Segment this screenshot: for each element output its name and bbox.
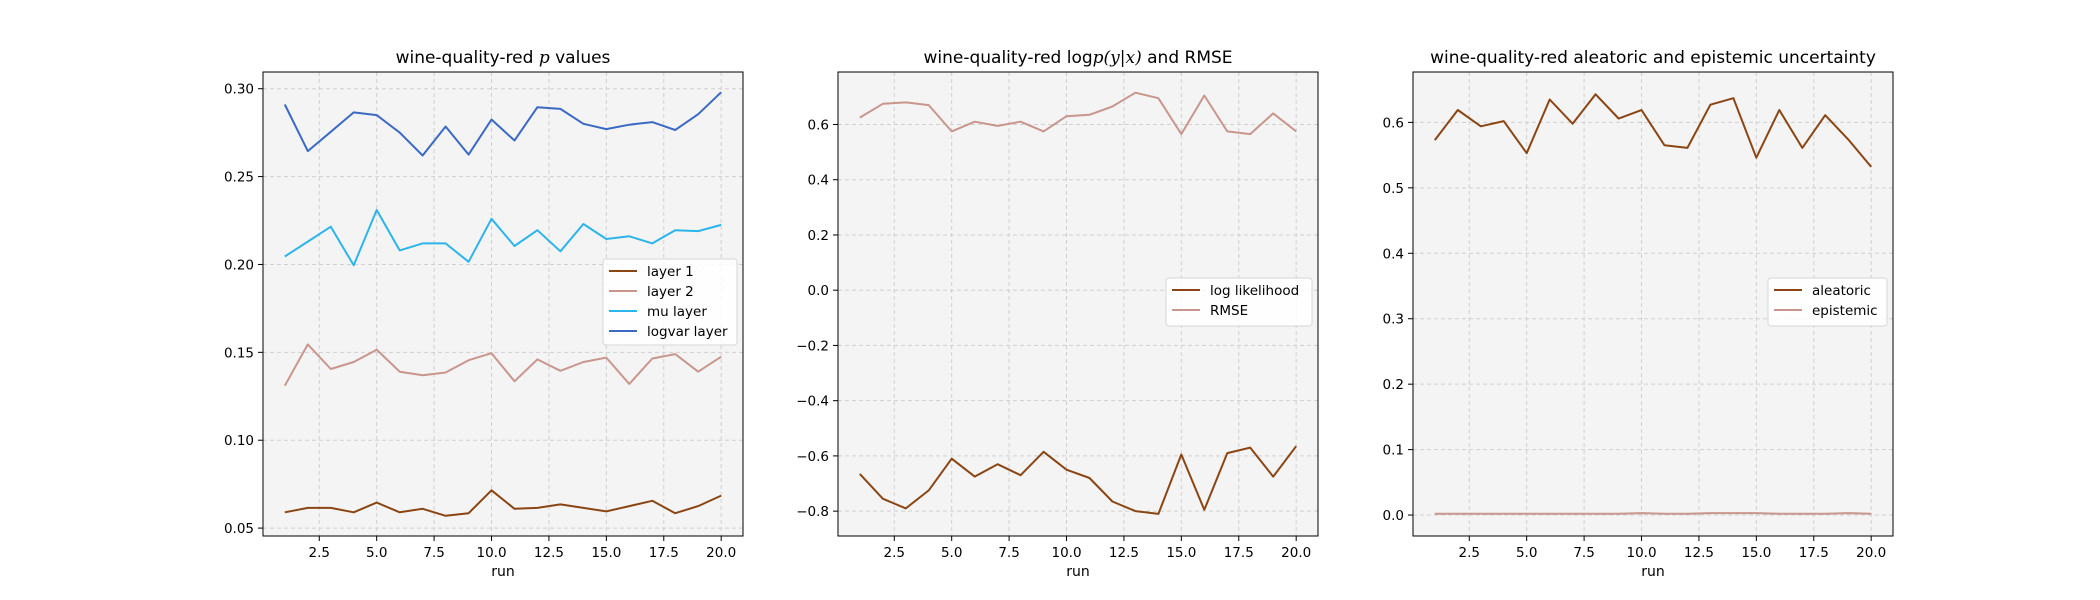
- grid: [1413, 72, 1893, 536]
- legend-box: [602, 258, 738, 346]
- y-tick-label: 0.25: [224, 170, 254, 186]
- chart-panel-3: 2.5 5.0 7.5 10.0 12.5 15.0 17.5 20.0 0.0 0.1 0.2 0.…: [1383, 48, 1894, 580]
- legend: log likelihood RMSE: [1165, 277, 1313, 327]
- x-tick-label: 10.0: [476, 545, 506, 561]
- y-tick-label: −0.4: [796, 394, 829, 410]
- x-tick-label: 5.0: [941, 545, 962, 561]
- x-tick-label: 15.0: [1741, 545, 1771, 561]
- y-tick-label: 0.4: [808, 173, 829, 189]
- legend-label-aleatoric: aleatoric: [1812, 283, 1871, 299]
- chart-title: wine-quality-red aleatoric and epistemic…: [1430, 48, 1876, 68]
- x-tick-label: 2.5: [309, 545, 330, 561]
- series-line-logvar-layer: [283, 91, 722, 157]
- series-line-rmse: [859, 91, 1297, 136]
- plot-frame: [1412, 71, 1894, 537]
- x-tick-label: 10.0: [1051, 545, 1081, 561]
- series-line-layer-1: [284, 489, 722, 517]
- x-axis-label: run: [1641, 564, 1665, 580]
- chart-title-math: p: [539, 48, 550, 68]
- series-line-mu-layer: [284, 209, 722, 267]
- y-tick-label: 0.10: [224, 433, 254, 449]
- y-tick-label: 0.0: [808, 283, 829, 299]
- chart-panel-1: 2.5 5.0 7.5 10.0 12.5 15.0 17.5 20.0 0.05 0.10 0.1…: [224, 48, 744, 580]
- x-tick-label: 5.0: [1516, 545, 1537, 561]
- x-tick-label: 12.5: [1684, 545, 1714, 561]
- y-tick-label: 0.30: [224, 82, 254, 98]
- chart-panel-2: 2.5 5.0 7.5 10.0 12.5 15.0 17.5 20.0 −0.8 −0.6 −0.…: [796, 48, 1319, 580]
- y-tick-label: 0.5: [1383, 181, 1404, 197]
- chart-title-prefix: wine-quality-red: [396, 48, 539, 68]
- plot-frame: [262, 71, 744, 537]
- y-tick-label: 0.2: [1383, 377, 1404, 393]
- legend-label-rmse: RMSE: [1210, 303, 1248, 319]
- y-tick-label: 0.1: [1383, 443, 1404, 459]
- x-tick-label: 12.5: [1109, 545, 1139, 561]
- x-tick-label: 2.5: [884, 545, 905, 561]
- x-tick-label: 12.5: [534, 545, 564, 561]
- x-tick-label: 15.0: [591, 545, 621, 561]
- y-tick-label: 0.15: [224, 345, 254, 361]
- grid: [838, 72, 1318, 536]
- x-tick-label: 7.5: [1573, 545, 1594, 561]
- y-tick-label: 0.05: [224, 521, 254, 537]
- x-tick-label: 7.5: [423, 545, 444, 561]
- x-axis-label: run: [1066, 564, 1090, 580]
- y-tick-label: −0.8: [796, 504, 829, 520]
- y-tick-label: −0.6: [796, 449, 829, 465]
- chart-title: wine-quality-red p values: [396, 48, 611, 68]
- chart-title-prefix: wine-quality-red log: [923, 48, 1092, 68]
- y-tick-label: 0.2: [808, 228, 829, 244]
- legend-box: [1165, 277, 1313, 327]
- series-line-log-likelihood: [859, 445, 1297, 515]
- x-tick-label: 17.5: [1799, 545, 1829, 561]
- legend-label-layer-2: layer 2: [647, 284, 694, 300]
- grid: [263, 72, 743, 536]
- x-tick-label: 17.5: [1224, 545, 1254, 561]
- chart-title: wine-quality-red logp(y|x) and RMSE: [923, 48, 1232, 68]
- y-tick-label: 0.3: [1383, 312, 1404, 328]
- plot-frame: [837, 71, 1319, 537]
- x-tick-label: 20.0: [1281, 545, 1311, 561]
- x-tick-label: 20.0: [706, 545, 736, 561]
- chart-title-suffix: values: [550, 48, 611, 68]
- legend-label-logvar-layer: logvar layer: [647, 324, 728, 340]
- y-tick-label: −0.2: [796, 338, 829, 354]
- legend-label-layer-1: layer 1: [647, 264, 694, 280]
- series-line-epistemic: [1434, 512, 1872, 515]
- x-tick-label: 10.0: [1626, 545, 1656, 561]
- x-tick-label: 5.0: [366, 545, 387, 561]
- y-tick-label: 0.20: [224, 257, 254, 273]
- legend: aleatoric epistemic: [1767, 277, 1888, 327]
- y-tick-label: 0.6: [808, 117, 829, 133]
- x-tick-label: 7.5: [998, 545, 1019, 561]
- y-tick-label: 0.6: [1383, 115, 1404, 131]
- chart-title-prefix: wine-quality-red aleatoric and epistemic…: [1430, 48, 1876, 68]
- x-axis-label: run: [491, 564, 515, 580]
- legend-label-mu-layer: mu layer: [647, 304, 707, 320]
- x-tick-label: 17.5: [649, 545, 679, 561]
- legend: layer 1 layer 2 mu layer logvar layer: [602, 258, 738, 346]
- chart-title-suffix: and RMSE: [1142, 48, 1233, 68]
- legend-label-epistemic: epistemic: [1812, 303, 1878, 319]
- y-tick-label: 0.4: [1383, 246, 1404, 262]
- x-tick-label: 2.5: [1459, 545, 1480, 561]
- series-line-aleatoric: [1434, 93, 1872, 168]
- y-tick-label: 0.0: [1383, 508, 1404, 524]
- series-line-layer-2: [283, 343, 722, 387]
- x-tick-label: 15.0: [1166, 545, 1196, 561]
- chart-title-math: p(y|x): [1093, 48, 1142, 68]
- legend-label-log-likelihood: log likelihood: [1210, 283, 1299, 299]
- x-tick-label: 20.0: [1856, 545, 1886, 561]
